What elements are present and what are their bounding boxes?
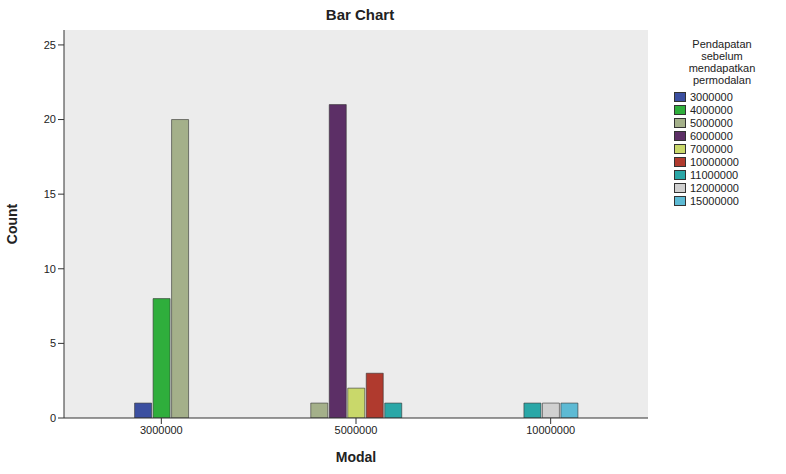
html-text:permodalan: permodalan	[693, 74, 751, 86]
svg-text:Modal: Modal	[336, 449, 376, 465]
svg-text:3000000: 3000000	[140, 424, 183, 436]
html-text:6000000: 6000000	[690, 129, 733, 142]
svg-text:10: 10	[44, 263, 56, 275]
html-text:4000000: 4000000	[690, 103, 733, 116]
html-text:11000000: 11000000	[690, 168, 739, 181]
html-text:7000000: 7000000	[690, 142, 733, 155]
html-text:3000000: 3000000	[690, 90, 733, 103]
html-text:mendapatkan: mendapatkan	[688, 62, 756, 74]
html-text:Bar Chart: Bar Chart	[325, 6, 395, 23]
html-text:10000000: 10000000	[690, 155, 739, 168]
html-text:sebelum: sebelum	[701, 50, 743, 62]
html-text:15000000: 15000000	[690, 194, 739, 207]
svg-text:5000000: 5000000	[335, 424, 378, 436]
svg-text:20: 20	[44, 113, 56, 125]
svg-text:0: 0	[50, 412, 56, 424]
html-text:Pendapatan: Pendapatan	[692, 38, 752, 50]
html-text:5000000: 5000000	[690, 116, 733, 129]
html-text:12000000: 12000000	[690, 181, 739, 194]
svg-text:5: 5	[50, 337, 56, 349]
svg-text:25: 25	[44, 39, 56, 51]
svg-text:10000000: 10000000	[526, 424, 575, 436]
svg-text:15: 15	[44, 188, 56, 200]
svg-text:Count: Count	[4, 203, 20, 244]
